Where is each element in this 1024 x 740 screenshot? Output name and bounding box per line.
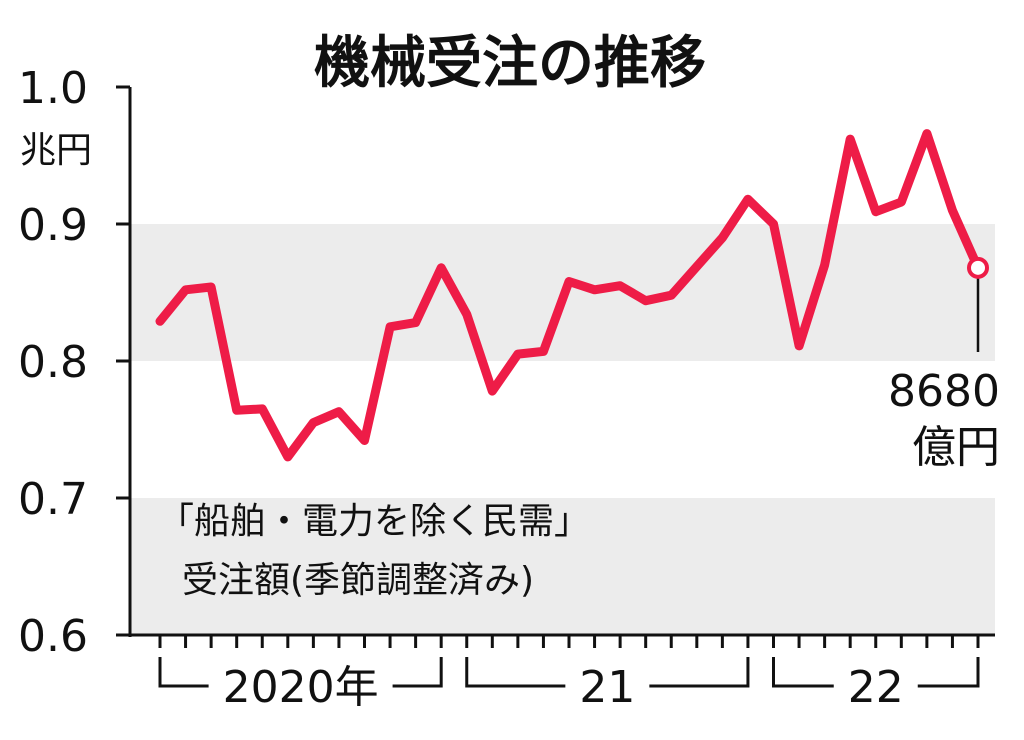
x-group-bracket-left — [772, 657, 834, 688]
y-tick-label: 0.8 — [18, 337, 88, 388]
y-unit-label: 兆円 — [20, 130, 92, 171]
x-group-label: 21 — [579, 662, 635, 713]
x-group-bracket-left — [158, 657, 209, 688]
last-value-number: 8680 — [888, 366, 1000, 417]
y-tick-label: 0.6 — [18, 611, 88, 662]
chart-note: 「船舶・電力を除く民需」受注額(季節調整済み) — [158, 501, 590, 601]
line-series — [155, 129, 983, 462]
chart-title: 機械受注の推移 — [314, 31, 706, 96]
x-group-label: 22 — [848, 662, 904, 713]
y-axis: 1.0 0.9 0.8 0.7 0.6 兆円 — [18, 63, 132, 662]
y-tick-label: 1.0 — [18, 63, 88, 114]
band-1 — [130, 498, 995, 635]
note-line-1: 「船舶・電力を除く民需」 — [158, 501, 590, 542]
note-line-2: 受注額(季節調整済み) — [182, 560, 534, 601]
x-group-bracket-right — [392, 657, 443, 688]
series-line — [155, 129, 983, 462]
background-bands — [130, 224, 995, 635]
y-tick-label: 0.7 — [18, 474, 88, 525]
x-axis: 2020年 21 22 — [130, 633, 995, 713]
x-group-label: 2020年 — [223, 662, 379, 713]
last-point-marker — [967, 256, 989, 279]
x-group-bracket-left — [465, 657, 566, 688]
x-group-bracket-right — [917, 657, 980, 688]
last-value-unit: 億円 — [912, 422, 1000, 473]
y-tick-label: 0.9 — [18, 200, 88, 251]
x-group-bracket-right — [649, 657, 750, 688]
